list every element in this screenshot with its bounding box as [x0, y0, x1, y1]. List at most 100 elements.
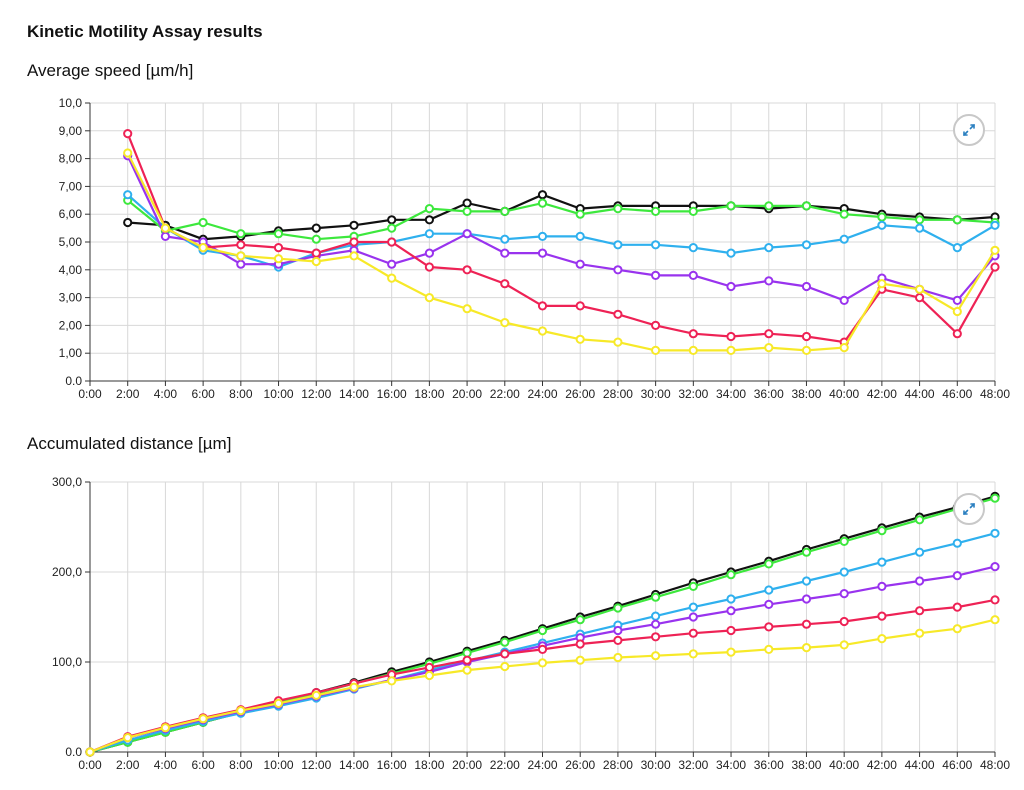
- data-point-yellow[interactable]: [651, 345, 661, 355]
- data-point-green[interactable]: [877, 526, 887, 536]
- data-point-blue[interactable]: [990, 528, 1000, 538]
- data-point-red[interactable]: [273, 243, 284, 253]
- data-point-blue[interactable]: [537, 231, 548, 241]
- data-point-green[interactable]: [575, 209, 585, 219]
- data-point-blue[interactable]: [613, 240, 623, 250]
- data-point-red[interactable]: [952, 602, 962, 612]
- data-point-yellow[interactable]: [688, 345, 698, 355]
- data-point-red[interactable]: [764, 622, 774, 632]
- data-point-red[interactable]: [726, 625, 736, 636]
- data-point-yellow[interactable]: [387, 273, 397, 283]
- data-point-yellow[interactable]: [537, 658, 548, 668]
- data-point-green[interactable]: [651, 206, 661, 217]
- data-point-green[interactable]: [500, 637, 510, 647]
- data-point-green[interactable]: [236, 229, 246, 239]
- data-point-yellow[interactable]: [462, 304, 472, 314]
- data-point-red[interactable]: [688, 628, 698, 638]
- data-point-blue[interactable]: [575, 231, 585, 241]
- data-point-red[interactable]: [915, 293, 925, 303]
- data-point-blue[interactable]: [915, 223, 925, 233]
- data-point-blue[interactable]: [877, 220, 887, 230]
- data-point-green[interactable]: [839, 536, 849, 547]
- data-point-red[interactable]: [424, 662, 434, 672]
- data-point-green[interactable]: [651, 592, 661, 602]
- data-point-red[interactable]: [462, 265, 472, 275]
- data-point-red[interactable]: [311, 248, 321, 258]
- data-point-yellow[interactable]: [387, 676, 397, 686]
- data-point-green[interactable]: [311, 234, 321, 244]
- data-point-yellow[interactable]: [198, 243, 208, 253]
- data-point-blue[interactable]: [651, 611, 661, 621]
- data-point-purple[interactable]: [424, 248, 434, 258]
- data-point-yellow[interactable]: [311, 256, 321, 267]
- data-point-green[interactable]: [726, 570, 736, 580]
- data-point-green[interactable]: [688, 206, 698, 217]
- data-point-blue[interactable]: [764, 585, 774, 595]
- data-point-purple[interactable]: [952, 571, 962, 581]
- data-point-yellow[interactable]: [952, 624, 962, 634]
- data-point-red[interactable]: [613, 635, 623, 645]
- data-point-black[interactable]: [349, 220, 359, 230]
- data-point-blue[interactable]: [500, 234, 510, 244]
- data-point-red[interactable]: [349, 237, 359, 247]
- data-point-blue[interactable]: [726, 594, 736, 604]
- data-point-green[interactable]: [537, 625, 548, 636]
- data-point-green[interactable]: [726, 201, 736, 211]
- data-point-green[interactable]: [764, 201, 774, 211]
- data-point-red[interactable]: [915, 606, 925, 616]
- data-point-purple[interactable]: [726, 606, 736, 616]
- data-point-green[interactable]: [801, 201, 812, 211]
- data-point-purple[interactable]: [688, 612, 698, 622]
- data-point-blue[interactable]: [801, 240, 812, 250]
- data-point-blue[interactable]: [764, 243, 774, 253]
- data-point-yellow[interactable]: [575, 334, 585, 344]
- data-point-red[interactable]: [952, 329, 962, 339]
- data-point-yellow[interactable]: [236, 706, 246, 716]
- data-point-red[interactable]: [877, 611, 887, 621]
- data-point-blue[interactable]: [688, 243, 698, 253]
- data-point-yellow[interactable]: [877, 279, 887, 289]
- data-point-blue[interactable]: [424, 229, 434, 239]
- data-point-red[interactable]: [990, 262, 1000, 272]
- data-point-red[interactable]: [839, 616, 849, 627]
- data-point-blue[interactable]: [952, 538, 962, 548]
- data-point-green[interactable]: [952, 215, 962, 225]
- data-point-yellow[interactable]: [236, 251, 246, 261]
- data-point-purple[interactable]: [236, 259, 246, 269]
- data-point-purple[interactable]: [839, 589, 849, 599]
- data-point-yellow[interactable]: [273, 698, 284, 708]
- data-point-red[interactable]: [990, 595, 1000, 605]
- data-point-purple[interactable]: [877, 581, 887, 592]
- data-point-green[interactable]: [424, 204, 434, 214]
- data-point-purple[interactable]: [688, 270, 698, 280]
- data-point-purple[interactable]: [839, 295, 849, 305]
- data-point-purple[interactable]: [952, 295, 962, 305]
- data-point-red[interactable]: [726, 331, 736, 342]
- data-point-purple[interactable]: [801, 281, 812, 292]
- data-point-yellow[interactable]: [801, 643, 812, 653]
- data-point-yellow[interactable]: [764, 644, 774, 654]
- data-point-purple[interactable]: [764, 599, 774, 609]
- data-point-yellow[interactable]: [500, 661, 510, 672]
- data-point-yellow[interactable]: [424, 670, 434, 681]
- data-point-blue[interactable]: [915, 547, 925, 557]
- data-point-yellow[interactable]: [952, 306, 962, 317]
- data-point-yellow[interactable]: [990, 615, 1000, 625]
- data-point-red[interactable]: [764, 329, 774, 339]
- data-point-yellow[interactable]: [613, 337, 623, 347]
- data-point-blue[interactable]: [990, 220, 1000, 230]
- data-point-green[interactable]: [537, 198, 548, 208]
- data-point-red[interactable]: [424, 262, 434, 272]
- data-point-green[interactable]: [387, 223, 397, 233]
- data-point-blue[interactable]: [839, 234, 849, 244]
- data-point-green[interactable]: [198, 217, 208, 228]
- data-point-blue[interactable]: [877, 557, 887, 567]
- data-point-yellow[interactable]: [764, 343, 774, 353]
- data-point-purple[interactable]: [651, 619, 661, 629]
- data-point-yellow[interactable]: [123, 733, 133, 743]
- data-point-blue[interactable]: [651, 240, 661, 250]
- data-point-purple[interactable]: [651, 270, 661, 280]
- data-point-red[interactable]: [537, 644, 548, 654]
- data-point-green[interactable]: [575, 615, 585, 625]
- data-point-green[interactable]: [915, 215, 925, 225]
